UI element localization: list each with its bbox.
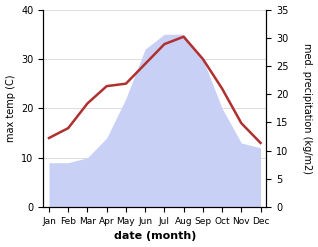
Y-axis label: max temp (C): max temp (C) (5, 75, 16, 142)
X-axis label: date (month): date (month) (114, 231, 196, 242)
Y-axis label: med. precipitation (kg/m2): med. precipitation (kg/m2) (302, 43, 313, 174)
